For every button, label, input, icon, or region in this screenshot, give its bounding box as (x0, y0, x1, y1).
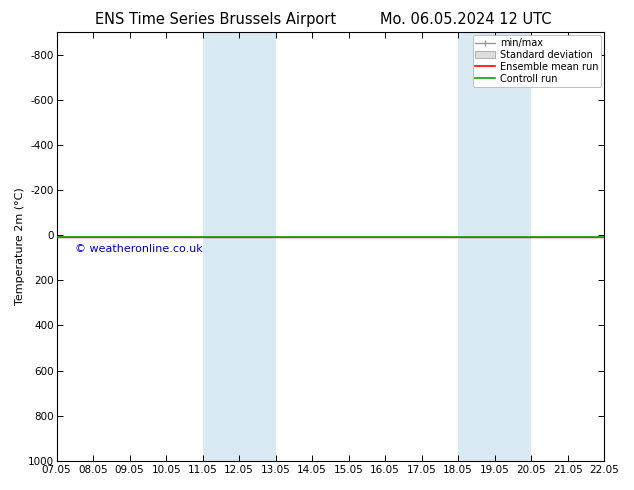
Text: © weatheronline.co.uk: © weatheronline.co.uk (75, 244, 203, 254)
Text: Mo. 06.05.2024 12 UTC: Mo. 06.05.2024 12 UTC (380, 12, 552, 27)
Bar (203, 32, 276, 461)
Text: ENS Time Series Brussels Airport: ENS Time Series Brussels Airport (95, 12, 336, 27)
Bar (458, 32, 531, 461)
Legend: min/max, Standard deviation, Ensemble mean run, Controll run: min/max, Standard deviation, Ensemble me… (472, 35, 601, 87)
Y-axis label: Temperature 2m (°C): Temperature 2m (°C) (15, 188, 25, 305)
